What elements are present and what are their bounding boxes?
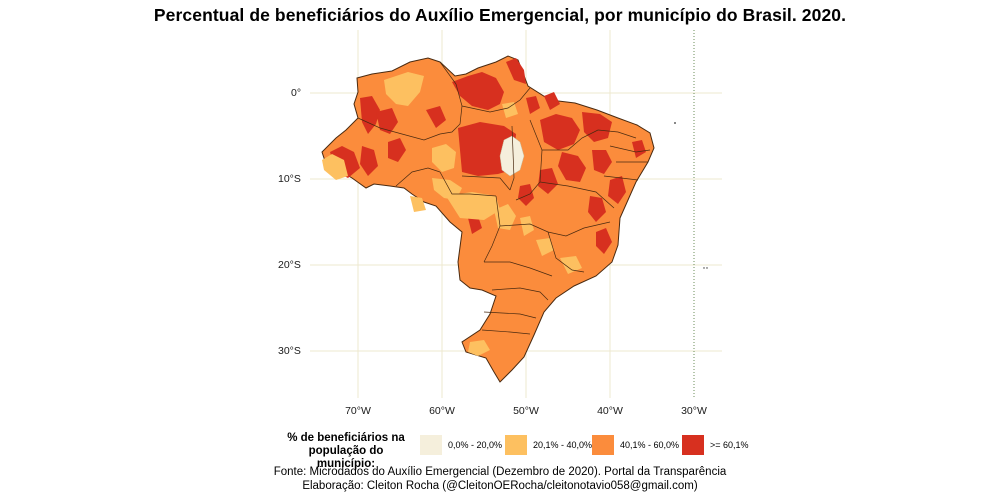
- source-note: Fonte: Microdados do Auxílio Emergencial…: [0, 466, 1000, 493]
- legend-label: >= 60,1%: [710, 440, 749, 450]
- legend-label: 0,0% - 20,0%: [448, 440, 503, 450]
- lon-label: 30°W: [681, 405, 707, 417]
- source-line: Fonte: Microdados do Auxílio Emergencial…: [273, 466, 727, 478]
- credit-line: Elaboração: Cleiton Rocha (@CleitonOERoc…: [302, 479, 698, 492]
- legend: % de beneficiários na população do munic…: [280, 432, 760, 470]
- lat-label: 30°S: [278, 345, 301, 357]
- lat-label: 10°S: [278, 173, 301, 185]
- legend-title: % de beneficiários na população do munic…: [280, 432, 412, 471]
- class-0-20-region: [499, 135, 525, 177]
- legend-swatch: [505, 435, 527, 455]
- map-title: Percentual de beneficiários do Auxílio E…: [153, 5, 847, 25]
- lon-label: 60°W: [429, 405, 455, 417]
- state-borders: [357, 61, 651, 335]
- legend-swatch: [420, 435, 442, 455]
- class-20-40-regions: [322, 72, 582, 356]
- island-mark: [703, 267, 705, 269]
- legend-label: 40,1% - 60,0%: [620, 440, 680, 450]
- lon-label: 70°W: [345, 405, 371, 417]
- lat-label: 0°: [291, 87, 301, 99]
- island-mark: [706, 267, 708, 269]
- legend-label: 20,1% - 40,0%: [533, 440, 593, 450]
- legend-swatch: [592, 435, 614, 455]
- legend-swatch: [682, 435, 704, 455]
- lon-label: 50°W: [513, 405, 539, 417]
- legend-title-line: população do município:: [308, 445, 384, 470]
- lat-label: 20°S: [278, 259, 301, 271]
- island-mark: [674, 122, 676, 124]
- legend-title-line: % de beneficiários na: [287, 432, 405, 444]
- lon-label: 40°W: [597, 405, 623, 417]
